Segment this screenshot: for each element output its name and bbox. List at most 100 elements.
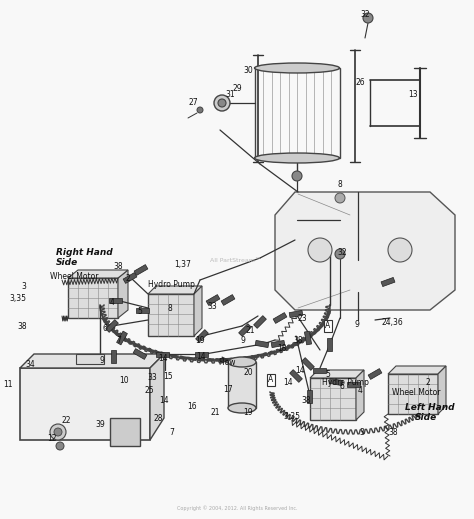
Polygon shape [123, 272, 137, 283]
Polygon shape [148, 286, 202, 294]
Text: Copyright © 2004, 2012. All Rights Reserved Inc.: Copyright © 2004, 2012. All Rights Reser… [177, 506, 297, 511]
Polygon shape [304, 331, 311, 345]
Text: 33: 33 [147, 373, 157, 382]
Text: 30: 30 [243, 66, 253, 75]
Polygon shape [206, 295, 220, 305]
Text: 11: 11 [3, 380, 13, 389]
Text: 2: 2 [126, 274, 130, 283]
Polygon shape [273, 312, 287, 323]
Polygon shape [221, 295, 235, 305]
Polygon shape [195, 351, 209, 357]
Ellipse shape [255, 153, 339, 163]
Polygon shape [381, 278, 395, 286]
Text: 2: 2 [426, 378, 430, 387]
Text: 22: 22 [61, 416, 71, 425]
Text: 9: 9 [355, 320, 359, 329]
Polygon shape [194, 286, 202, 336]
Bar [76, 354, 104, 364]
Text: 27: 27 [188, 98, 198, 107]
Text: Wheel Motor: Wheel Motor [392, 388, 440, 397]
Polygon shape [308, 389, 312, 403]
Polygon shape [275, 192, 455, 310]
Text: 18: 18 [277, 344, 287, 353]
Text: 16: 16 [187, 402, 197, 411]
Text: 29: 29 [232, 84, 242, 93]
Text: 6: 6 [339, 382, 345, 391]
Polygon shape [328, 337, 332, 350]
Text: 21: 21 [245, 326, 255, 335]
Text: Hydro Pump: Hydro Pump [322, 378, 369, 387]
Polygon shape [111, 349, 117, 362]
Circle shape [335, 249, 345, 259]
Polygon shape [356, 370, 364, 420]
Text: 7: 7 [117, 336, 121, 345]
Polygon shape [271, 340, 285, 348]
Text: 32: 32 [337, 248, 347, 257]
Polygon shape [68, 270, 128, 278]
Text: 14: 14 [283, 378, 293, 387]
Text: 14: 14 [196, 352, 206, 361]
Text: 5: 5 [326, 370, 330, 379]
Circle shape [54, 428, 62, 436]
Polygon shape [133, 349, 147, 360]
Polygon shape [313, 367, 327, 373]
Polygon shape [255, 340, 269, 348]
Text: 7: 7 [170, 428, 174, 437]
Polygon shape [347, 381, 361, 387]
Text: 28: 28 [153, 414, 163, 423]
Text: Side: Side [415, 413, 437, 422]
Ellipse shape [228, 357, 256, 367]
Ellipse shape [255, 63, 339, 73]
Text: 13: 13 [408, 90, 418, 99]
Polygon shape [368, 368, 382, 379]
Text: 19: 19 [195, 336, 205, 345]
Circle shape [308, 238, 332, 262]
Text: 32: 32 [360, 10, 370, 19]
Circle shape [197, 107, 203, 113]
Text: 1,37: 1,37 [174, 260, 191, 269]
Text: 9: 9 [100, 356, 104, 365]
Bar [110, 418, 140, 446]
Polygon shape [290, 370, 302, 383]
Text: 3,35: 3,35 [9, 294, 27, 303]
Polygon shape [137, 307, 149, 312]
Text: 38: 38 [113, 262, 123, 271]
Circle shape [292, 171, 302, 181]
Text: 38: 38 [388, 428, 398, 437]
Text: 25: 25 [144, 386, 154, 395]
Text: 31: 31 [225, 90, 235, 99]
Text: All PartStream™: All PartStream™ [210, 258, 261, 263]
Bar [310, 378, 356, 420]
Text: 4: 4 [357, 386, 363, 395]
Text: 19: 19 [243, 408, 253, 417]
Text: 14: 14 [159, 396, 169, 405]
Text: 34: 34 [25, 360, 35, 369]
Polygon shape [238, 324, 251, 336]
Polygon shape [301, 358, 314, 371]
Bar [68, 278, 118, 318]
Text: 3: 3 [360, 428, 365, 437]
Text: 6: 6 [102, 324, 108, 333]
Text: A: A [268, 376, 273, 385]
Text: 14: 14 [158, 354, 168, 363]
Text: 4: 4 [109, 298, 114, 307]
Text: 23: 23 [297, 314, 307, 323]
Text: 17: 17 [223, 385, 233, 394]
Text: 8: 8 [337, 180, 342, 189]
Polygon shape [118, 270, 128, 318]
Text: 15: 15 [163, 372, 173, 381]
Text: 9: 9 [241, 336, 246, 345]
Text: Wheel Motor: Wheel Motor [50, 272, 99, 281]
Text: 39: 39 [95, 420, 105, 429]
Polygon shape [150, 354, 164, 440]
Text: 3,35: 3,35 [283, 412, 301, 421]
Circle shape [363, 13, 373, 23]
Polygon shape [438, 366, 446, 414]
Circle shape [50, 424, 66, 440]
Circle shape [335, 193, 345, 203]
Text: 38: 38 [293, 336, 303, 345]
Text: 5: 5 [137, 307, 143, 316]
Circle shape [388, 238, 412, 262]
Text: 8: 8 [168, 304, 173, 313]
Text: Flow: Flow [218, 358, 236, 367]
